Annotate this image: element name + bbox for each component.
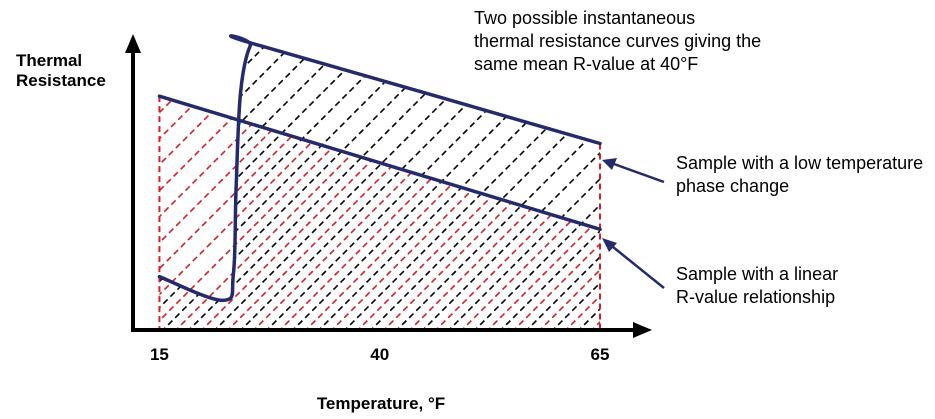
annotation-note: Two possible instantaneous thermal resist… xyxy=(474,8,761,74)
linear-hatch-line xyxy=(159,96,573,330)
linear-hatch-line xyxy=(159,96,417,330)
x-tick-label: 15 xyxy=(150,345,169,364)
x-axis-arrowhead xyxy=(633,322,652,338)
phase-hatch-line xyxy=(797,0,935,373)
phase-label-line: phase change xyxy=(676,176,789,196)
note-line: same mean R-value at 40°F xyxy=(474,54,698,74)
phase-hatch-line xyxy=(159,35,560,330)
series-linear-curve xyxy=(157,94,602,232)
phase-hatch-line xyxy=(327,35,600,330)
phase-hatch-line xyxy=(249,35,600,330)
linear-hatch-line xyxy=(159,96,391,330)
phase-hatch-line xyxy=(197,35,600,330)
phase-hatch-line xyxy=(0,0,13,373)
y-axis-arrowhead xyxy=(125,34,141,53)
phase-hatch-line xyxy=(849,0,935,373)
note-line: Two possible instantaneous xyxy=(474,8,695,28)
x-tick-label: 65 xyxy=(591,345,610,364)
linear-hatch-line xyxy=(810,0,935,373)
x-axis-title: Temperature, °F xyxy=(317,394,445,413)
y-axis-title-line2: Resistance xyxy=(16,71,106,90)
phase-hatch-line xyxy=(353,35,600,330)
phase-hatch-line xyxy=(301,35,600,330)
phase-hatch-line xyxy=(771,0,935,373)
linear-label-arrowhead xyxy=(602,238,617,252)
phase-hatch-line xyxy=(159,35,482,330)
linear-hatch-line xyxy=(862,0,935,373)
linear-label-line: Sample with a linear xyxy=(676,264,838,284)
phase-hatch-line xyxy=(159,35,534,330)
phase-hatch-line xyxy=(379,35,600,330)
phase-label-arrow-line xyxy=(613,162,665,184)
x-tick-labels: 15 40 65 xyxy=(150,345,609,364)
linear-hatch-line xyxy=(159,96,521,330)
y-axis-title: Thermal Resistance xyxy=(16,51,106,90)
linear-label-arrow-line xyxy=(612,246,665,289)
x-tick-label: 40 xyxy=(370,345,389,364)
linear-hatch-line xyxy=(836,0,935,373)
phase-hatch-line xyxy=(823,0,935,373)
linear-label-line: R-value relationship xyxy=(676,287,835,307)
series-phase-change-curve xyxy=(157,34,602,303)
phase-label-line: Sample with a low temperature xyxy=(676,153,923,173)
linear-hatch-line xyxy=(159,96,469,330)
y-axis-title-line1: Thermal xyxy=(16,51,82,70)
phase-change-label: Sample with a low temperature phase chang… xyxy=(676,153,923,196)
phase-label-arrowhead xyxy=(602,158,617,170)
linear-hatch-line xyxy=(784,0,935,373)
linear-hatch-line xyxy=(159,96,547,330)
phase-hatch-line xyxy=(275,35,600,330)
phase-hatch-line xyxy=(223,35,600,330)
note-line: thermal resistance curves giving the xyxy=(474,31,761,51)
linear-area-hatch xyxy=(159,0,935,373)
linear-hatch-line xyxy=(159,96,495,330)
phase-hatch-line xyxy=(159,35,456,330)
phase-hatch-line xyxy=(875,0,935,373)
phase-hatch-line xyxy=(171,35,586,330)
phase-hatch-line xyxy=(159,35,508,330)
phase-area-hatch xyxy=(0,0,935,373)
linear-label: Sample with a linear R-value relationship xyxy=(676,264,838,307)
